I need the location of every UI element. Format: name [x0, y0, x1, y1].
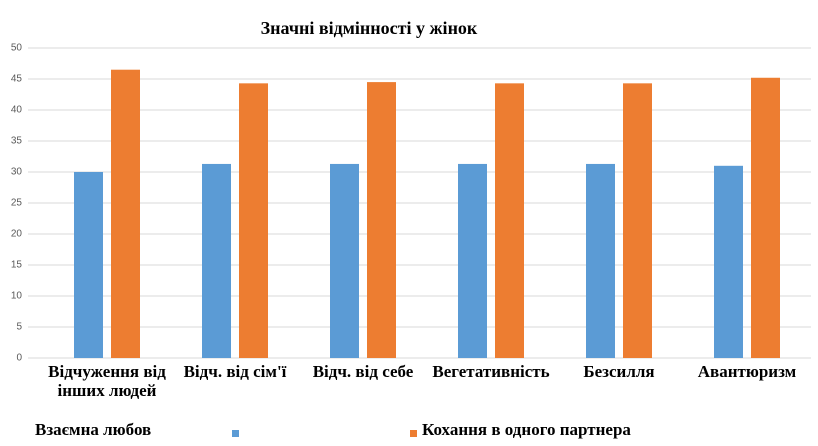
bar	[751, 77, 780, 358]
y-tick-label: 35	[11, 136, 23, 147]
bar	[586, 163, 615, 358]
y-tick-label: 15	[11, 260, 23, 271]
x-tick-label: Безсилля	[583, 362, 655, 381]
x-tick-label: Авантюризм	[697, 362, 797, 381]
y-tick-label: 10	[11, 291, 23, 302]
bar	[74, 172, 103, 358]
bar	[202, 163, 231, 358]
x-tick-label: Відч. від сім'ї	[183, 362, 287, 381]
y-tick-label: 5	[16, 322, 22, 333]
legend-swatch	[232, 430, 239, 437]
bar	[623, 83, 652, 358]
bar	[367, 82, 396, 358]
bar	[714, 165, 743, 358]
chart-title: Значні відмінності у жінок	[261, 18, 478, 38]
y-tick-label: 50	[11, 43, 23, 54]
x-tick-label: Відчуження від інших людей	[48, 362, 166, 400]
y-tick-label: 30	[11, 167, 23, 178]
bar	[111, 69, 140, 358]
y-tick-label: 25	[11, 198, 23, 209]
legend-label: Взаємна любов	[35, 420, 151, 439]
y-tick-label: 20	[11, 229, 23, 240]
y-tick-label: 0	[16, 353, 22, 364]
bar	[330, 163, 359, 358]
legend-swatch	[410, 430, 417, 437]
x-tick-label: Вегетативність	[432, 362, 550, 381]
y-tick-label: 45	[11, 74, 23, 85]
bar	[495, 83, 524, 358]
legend-label: Кохання в одного партнера	[422, 420, 631, 439]
bar	[239, 83, 268, 358]
x-tick-label: Відч. від себе	[312, 362, 414, 381]
bar	[458, 163, 487, 358]
y-tick-label: 40	[11, 105, 23, 116]
